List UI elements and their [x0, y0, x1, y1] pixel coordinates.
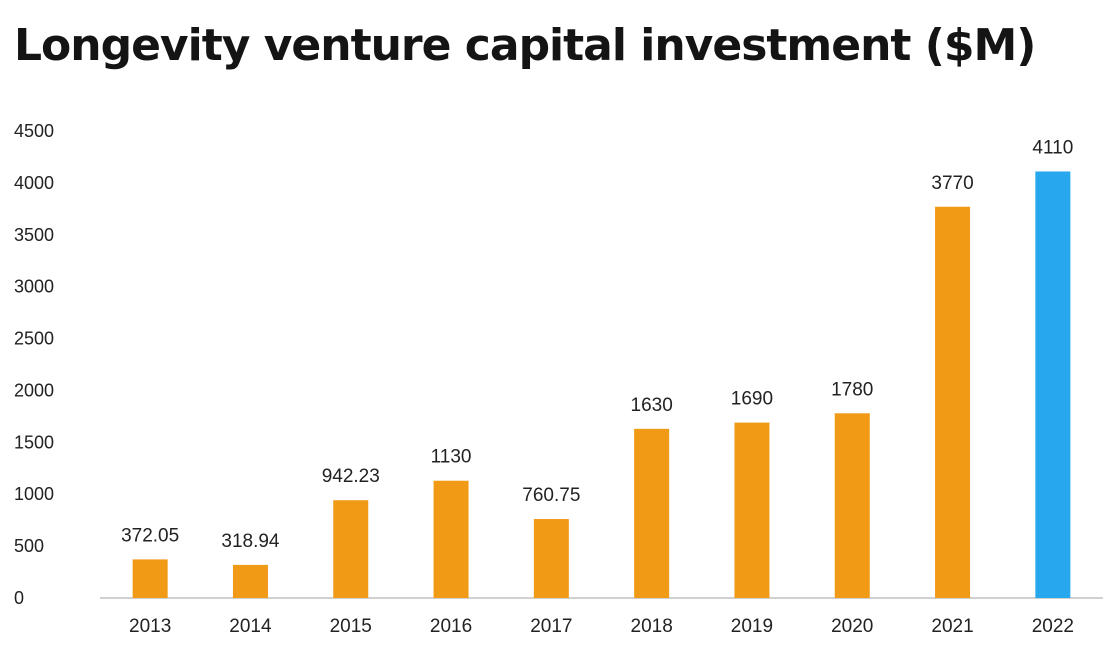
data-label-2021: 3770	[931, 173, 973, 194]
bar-2019	[734, 422, 770, 598]
x-tick-label-2015: 2015	[330, 616, 372, 637]
y-tick-label: 3500	[14, 225, 54, 245]
data-label-2017: 760.75	[522, 485, 580, 506]
x-tick-label-2017: 2017	[530, 616, 572, 637]
bar-2013	[132, 559, 168, 598]
data-label-2022: 4110	[1032, 137, 1073, 158]
x-axis: 2013 2014 2015 2016 2017 2018 2019 2020 2021 2022	[129, 616, 1074, 637]
x-tick-label-2020: 2020	[831, 616, 873, 637]
data-label-2013: 372.05	[121, 525, 179, 546]
chart-title: Longevity venture capital investment ($M…	[14, 20, 1036, 71]
x-tick-label-2019: 2019	[731, 616, 773, 637]
data-label-2015: 942.23	[322, 466, 380, 487]
bar-2017	[533, 519, 569, 598]
y-tick-label: 0	[14, 588, 24, 608]
y-tick-label: 3000	[14, 277, 54, 297]
x-tick-label-2021: 2021	[931, 616, 973, 637]
y-axis: 0 500 1000 1500 2000 2500 3000 3500 4000 4500	[14, 121, 54, 608]
data-label-2020: 1780	[831, 379, 873, 400]
bar-2020	[834, 413, 870, 598]
x-tick-label-2018: 2018	[631, 616, 673, 637]
data-label-2016: 1130	[431, 447, 472, 468]
bar-2016	[433, 480, 469, 598]
bar-2021	[935, 206, 971, 598]
data-label-2019: 1690	[731, 389, 773, 410]
bar-2022	[1035, 171, 1071, 598]
y-tick-label: 2000	[14, 380, 54, 400]
x-tick-label-2016: 2016	[430, 616, 472, 637]
bar-2014	[232, 564, 268, 598]
x-tick-label-2014: 2014	[229, 616, 272, 637]
data-label-2018: 1630	[631, 395, 673, 416]
y-tick-label: 4000	[14, 173, 54, 193]
bars-group	[132, 171, 1071, 598]
y-tick-label: 1500	[14, 432, 54, 452]
data-labels-group: 372.05 318.94 942.23 1130 760.75 1630 1690 1780…	[121, 137, 1073, 551]
y-tick-label: 1000	[14, 484, 54, 504]
data-label-2014: 318.94	[221, 531, 280, 552]
x-tick-label-2022: 2022	[1032, 616, 1074, 637]
y-tick-label: 2500	[14, 329, 54, 349]
y-tick-label: 4500	[14, 121, 54, 141]
x-tick-label-2013: 2013	[129, 616, 171, 637]
y-tick-label: 500	[14, 536, 44, 556]
bar-2015	[333, 500, 369, 598]
bar-2018	[634, 428, 670, 598]
